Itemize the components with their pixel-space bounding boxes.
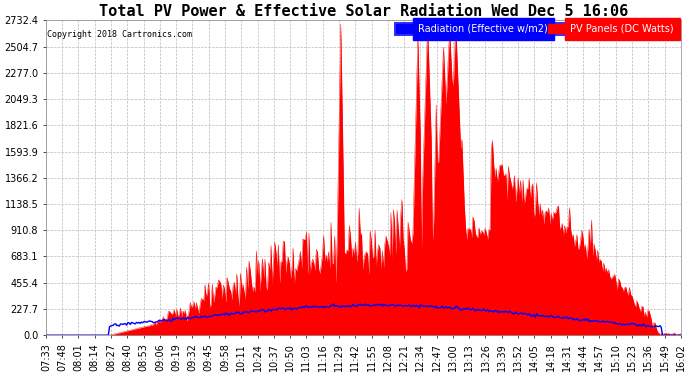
Text: Copyright 2018 Cartronics.com: Copyright 2018 Cartronics.com bbox=[47, 30, 193, 39]
Title: Total PV Power & Effective Solar Radiation Wed Dec 5 16:06: Total PV Power & Effective Solar Radiati… bbox=[99, 4, 628, 19]
Legend: Radiation (Effective w/m2), PV Panels (DC Watts): Radiation (Effective w/m2), PV Panels (D… bbox=[394, 22, 676, 36]
